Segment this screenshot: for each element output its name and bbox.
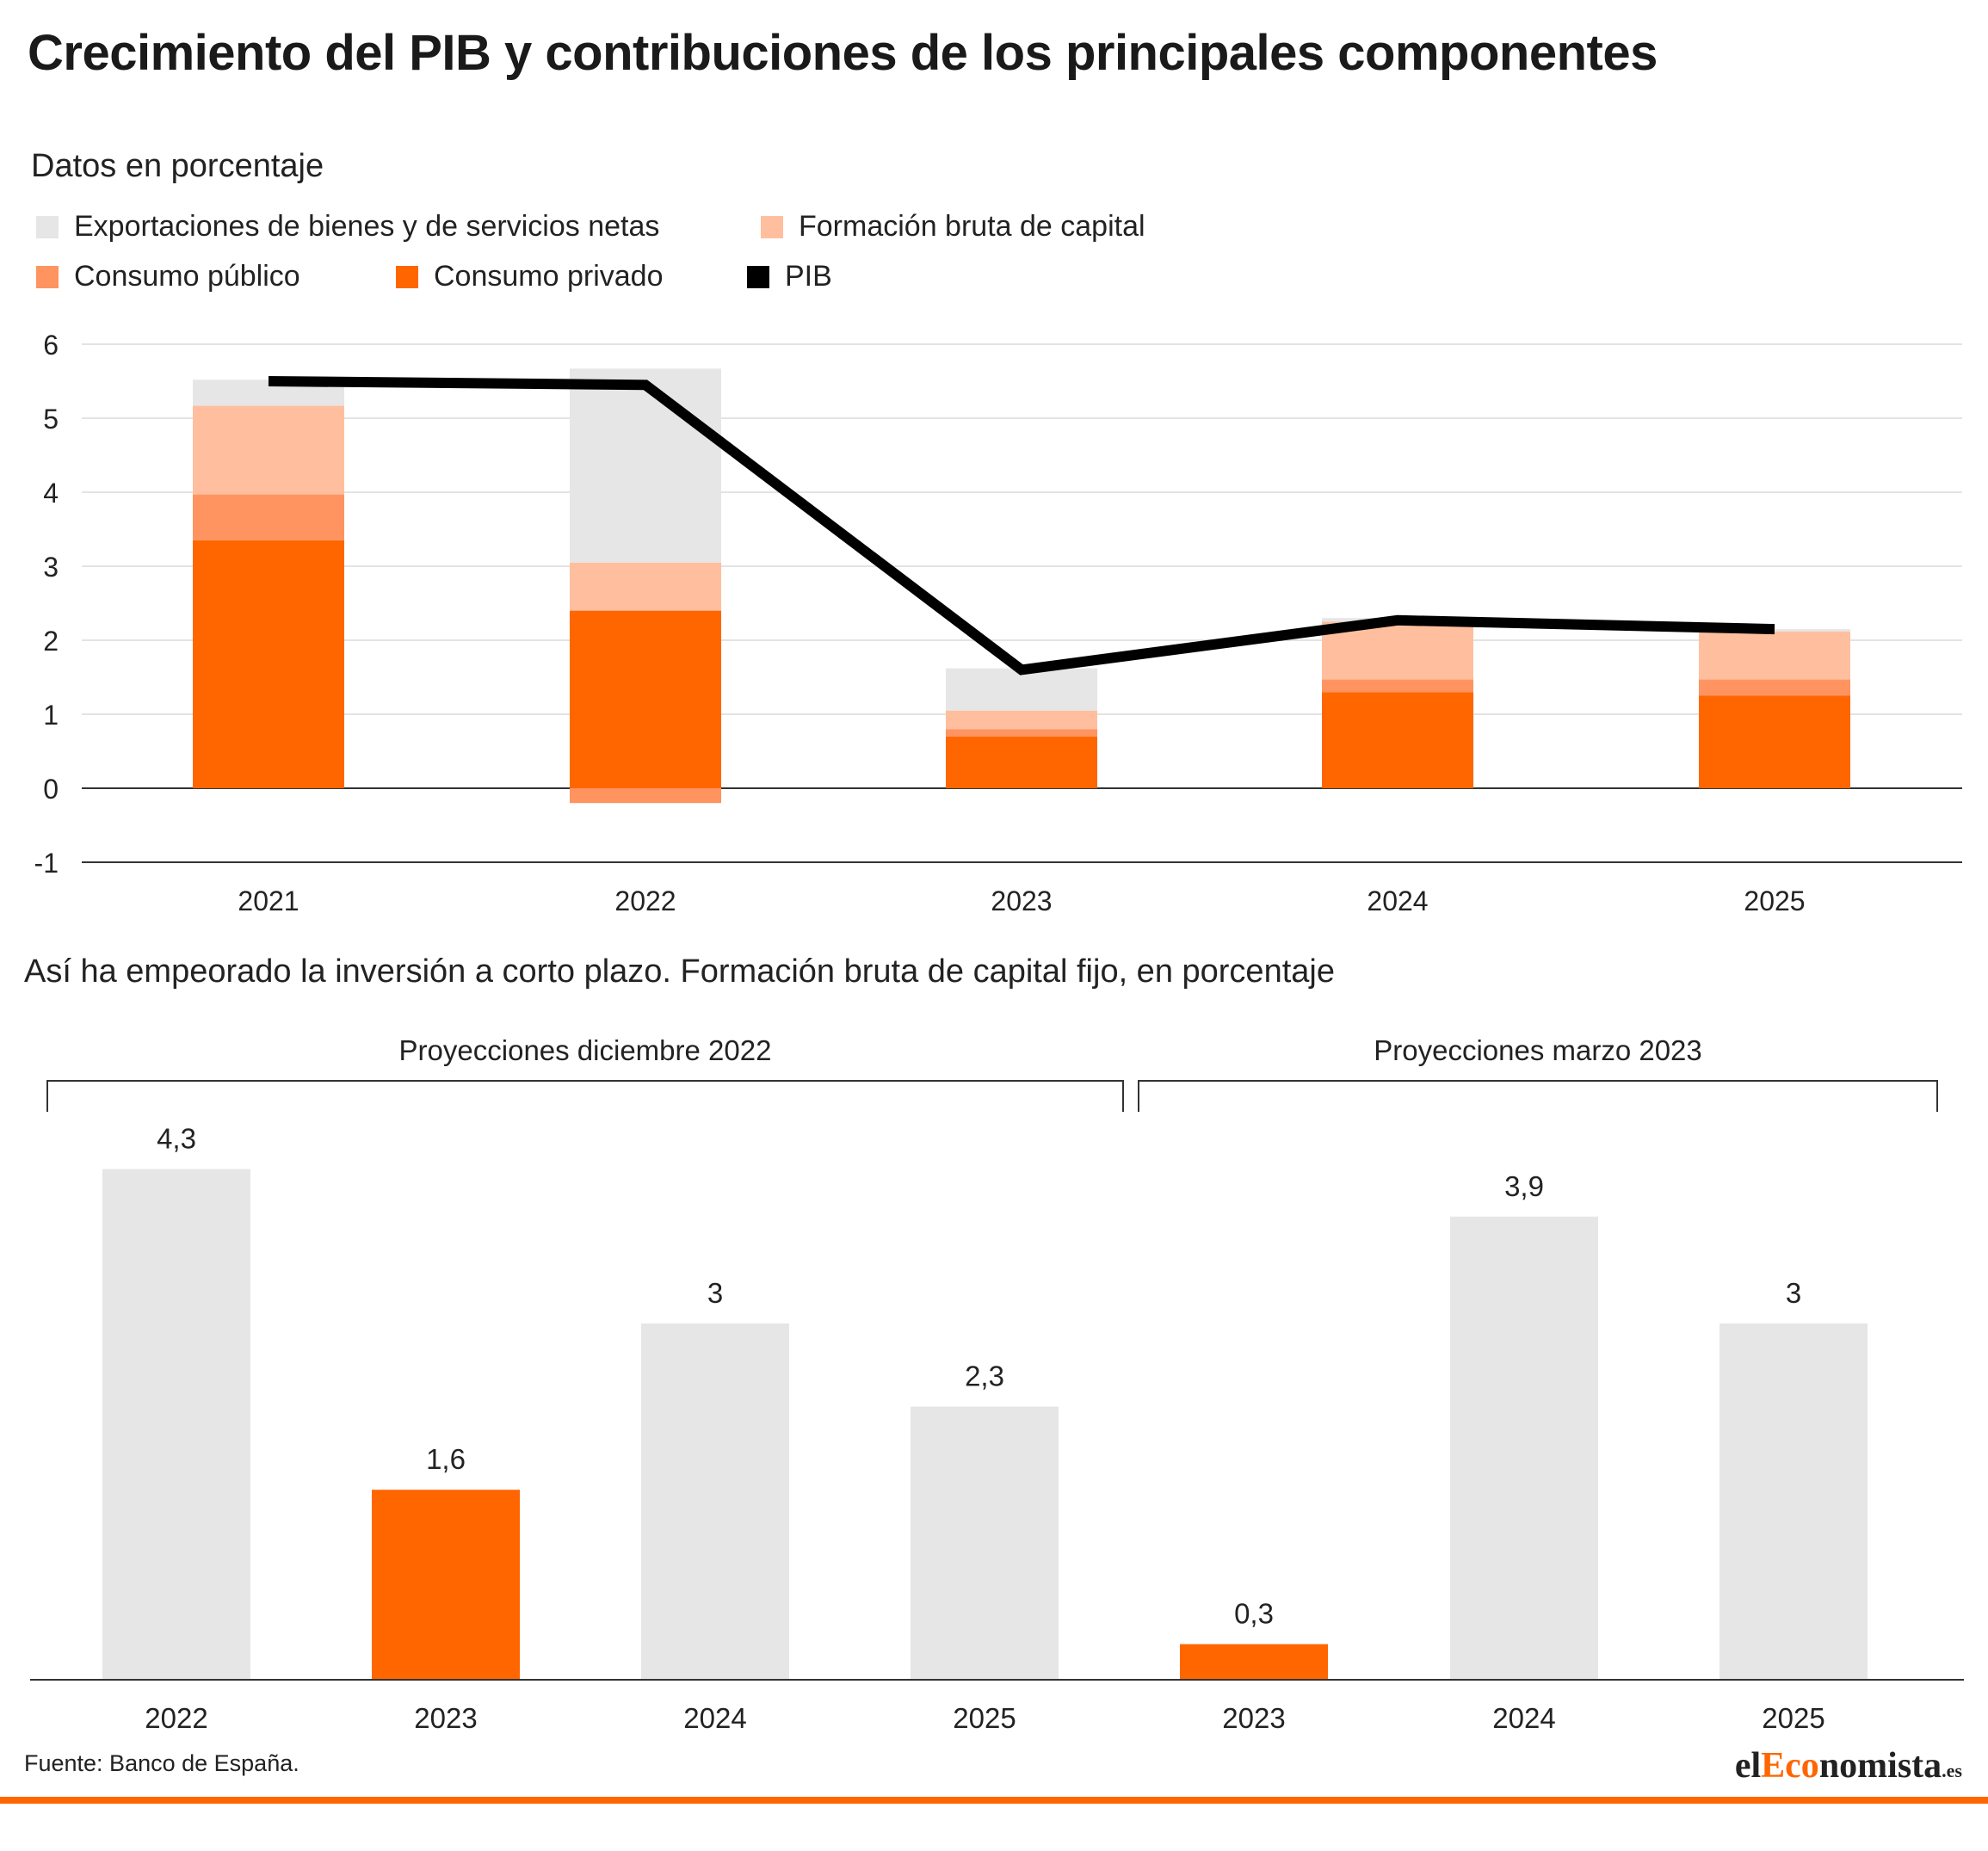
y-tick--1: -1 xyxy=(34,848,59,879)
bar-g0-2025 xyxy=(911,1406,1059,1680)
bar-g1-2025 xyxy=(1719,1323,1868,1680)
x-tick-g1-2023: 2023 xyxy=(1222,1702,1285,1734)
y-tick-6: 6 xyxy=(43,330,59,361)
legend-label-consumo-publico: Consumo público xyxy=(74,260,300,293)
x-tick-2024: 2024 xyxy=(1367,885,1428,916)
legend-label-consumo-privado: Consumo privado xyxy=(434,260,664,293)
legend-item-consumo-privado: Consumo privado xyxy=(396,260,663,293)
bar-2025-series-0 xyxy=(1699,695,1850,788)
bar-g0-2024 xyxy=(641,1323,789,1680)
bar-2022-series-2 xyxy=(570,562,721,611)
y-tick-5: 5 xyxy=(43,404,59,435)
brand-part3: nomista xyxy=(1818,1746,1942,1786)
legend-swatch-consumo-privado xyxy=(396,265,418,288)
brand-logo: elEconomista.es xyxy=(1735,1745,1962,1786)
y-tick-4: 4 xyxy=(43,478,59,509)
chart1-legend: Exportaciones de bienes y de servicios n… xyxy=(36,210,1327,305)
legend-swatch-consumo-publico xyxy=(36,265,59,288)
x-tick-g1-2024: 2024 xyxy=(1492,1702,1555,1734)
bar-2023-series-3 xyxy=(946,668,1097,711)
x-tick-2023: 2023 xyxy=(991,885,1052,916)
legend-swatch-formacion xyxy=(761,215,783,238)
legend-swatch-exportaciones xyxy=(36,215,59,238)
group-bracket-0 xyxy=(46,1080,1124,1112)
brand-part1: el xyxy=(1734,1746,1762,1786)
data-label-g1-2023: 0,3 xyxy=(1234,1598,1274,1630)
bar-2022-series-3 xyxy=(570,368,721,563)
legend-item-formacion: Formación bruta de capital xyxy=(761,210,1145,244)
bar-g0-2023 xyxy=(372,1490,520,1680)
investment-projections-chart: Proyecciones diciembre 2022 4,3 2022 1,6 202… xyxy=(30,1034,1964,1734)
source-note: Fuente: Banco de España. xyxy=(24,1750,299,1776)
legend-label-formacion: Formación bruta de capital xyxy=(799,210,1145,243)
legend-label-exportaciones: Exportaciones de bienes y de servicios n… xyxy=(74,210,660,243)
legend-label-pib: PIB xyxy=(785,260,832,293)
brand-part2: Eco xyxy=(1761,1746,1819,1786)
bar-2024-series-1 xyxy=(1322,679,1473,693)
chart1-subtitle: Datos en porcentaje xyxy=(31,148,324,184)
data-label-g0-2023: 1,6 xyxy=(426,1443,466,1475)
legend-swatch-pib xyxy=(747,265,769,288)
brand-tld: .es xyxy=(1942,1760,1962,1781)
data-label-g0-2024: 3 xyxy=(707,1277,723,1309)
group-label-1: Proyecciones marzo 2023 xyxy=(1374,1034,1702,1066)
bar-2022-series-1 xyxy=(570,788,721,804)
bar-g1-2024 xyxy=(1450,1216,1598,1680)
bar-g1-2023 xyxy=(1180,1644,1328,1680)
group-label-0: Proyecciones diciembre 2022 xyxy=(399,1034,772,1066)
legend-item-exportaciones: Exportaciones de bienes y de servicios n… xyxy=(36,210,659,244)
x-tick-2022: 2022 xyxy=(614,885,676,916)
chart2-subtitle: Así ha empeorado la inversión a corto pl… xyxy=(24,953,1335,990)
bar-2025-series-3 xyxy=(1699,629,1850,632)
x-tick-g0-2024: 2024 xyxy=(683,1702,746,1734)
legend-item-consumo-publico: Consumo público xyxy=(36,260,300,293)
bar-2021-series-2 xyxy=(193,405,344,495)
bar-2022-series-0 xyxy=(570,610,721,788)
y-tick-1: 1 xyxy=(43,700,59,731)
bar-2024-series-0 xyxy=(1322,692,1473,788)
bar-2023-series-2 xyxy=(946,710,1097,730)
bar-2025-series-1 xyxy=(1699,679,1850,696)
bar-2023-series-1 xyxy=(946,729,1097,737)
legend-item-pib: PIB xyxy=(747,260,832,293)
data-label-g1-2025: 3 xyxy=(1786,1277,1801,1309)
page-title: Crecimiento del PIB y contribuciones de … xyxy=(28,25,1658,81)
x-tick-g0-2025: 2025 xyxy=(953,1702,1016,1734)
y-tick-3: 3 xyxy=(43,552,59,583)
data-label-g1-2024: 3,9 xyxy=(1504,1170,1544,1202)
gdp-contributions-chart: 6 5 4 3 2 1 0 -1 2021 2022 2023 2024 2025 xyxy=(34,330,1962,916)
bottom-rule xyxy=(0,1797,1988,1804)
x-tick-g0-2023: 2023 xyxy=(414,1702,477,1734)
group-bracket-1 xyxy=(1138,1080,1938,1112)
bar-2023-series-0 xyxy=(946,736,1097,788)
y-tick-0: 0 xyxy=(43,774,59,805)
pib-line xyxy=(268,376,1775,676)
x-tick-2025: 2025 xyxy=(1744,885,1805,916)
data-label-g0-2022: 4,3 xyxy=(157,1123,196,1155)
x-tick-g0-2022: 2022 xyxy=(145,1702,207,1734)
x-tick-2021: 2021 xyxy=(238,885,299,916)
bar-2021-series-0 xyxy=(193,540,344,788)
bar-2021-series-1 xyxy=(193,494,344,540)
data-label-g0-2025: 2,3 xyxy=(965,1360,1004,1392)
bar-g0-2022 xyxy=(102,1169,250,1680)
x-tick-g1-2025: 2025 xyxy=(1762,1702,1824,1734)
bar-2025-series-2 xyxy=(1699,631,1850,680)
y-tick-2: 2 xyxy=(43,626,59,657)
